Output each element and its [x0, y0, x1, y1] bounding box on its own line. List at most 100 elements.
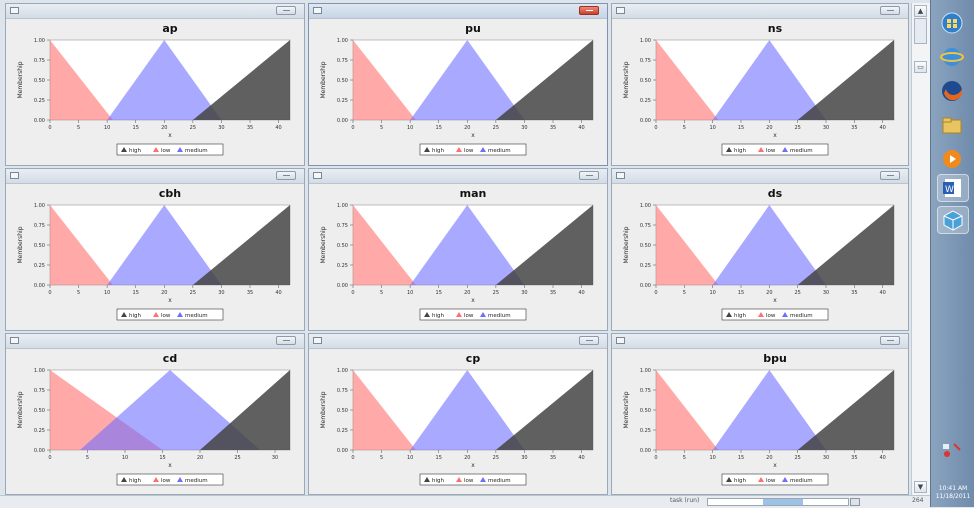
window-minimize-button[interactable] [579, 171, 599, 180]
x-tick-label: 5 [683, 290, 686, 296]
chart-window-cp[interactable]: cp 1.00 0.75 0.50 0.25 0.00 0 5 10 15 20 25 30 35 40 Me… [308, 333, 608, 495]
y-tick-label: 1.00 [34, 368, 45, 374]
window-minimize-button[interactable] [276, 336, 296, 345]
series-area-low [353, 205, 416, 285]
scroll-down-button[interactable]: ▼ [914, 481, 927, 493]
chart-window-man[interactable]: man 1.00 0.75 0.50 0.25 0.00 0 5 10 15 20 25 30 35 40 M… [308, 168, 608, 331]
scroll-mini-button[interactable]: ▭ [914, 61, 927, 73]
window-titlebar[interactable] [6, 4, 304, 19]
x-tick-label: 5 [86, 455, 89, 461]
chart-window-cbh[interactable]: cbh 1.00 0.75 0.50 0.25 0.00 0 5 10 15 20 25 30 35 40 M… [5, 168, 305, 331]
x-tick-label: 15 [436, 455, 442, 461]
progress-fill [763, 499, 803, 505]
x-axis-label: x [168, 462, 172, 469]
vertical-scrollbar[interactable]: ▲ ▭ ▼ [911, 3, 930, 495]
y-tick-label: 0.00 [337, 118, 348, 124]
window-titlebar[interactable] [612, 334, 908, 349]
y-tick-label: 1.00 [34, 38, 45, 44]
x-tick-label: 30 [823, 290, 829, 296]
legend [116, 143, 224, 156]
start-orb-icon[interactable] [937, 10, 967, 36]
x-tick-label: 25 [493, 125, 499, 131]
scroll-up-button[interactable]: ▲ [914, 5, 927, 17]
ie-browser-icon[interactable] [937, 44, 967, 70]
y-tick-label: 1.00 [337, 38, 348, 44]
window-titlebar[interactable] [612, 169, 908, 184]
app-cube-icon[interactable] [937, 206, 969, 234]
x-tick-label: 5 [380, 455, 383, 461]
legend-marker-medium [782, 477, 788, 482]
x-tick-label: 25 [794, 290, 800, 296]
firefox-icon[interactable] [937, 78, 967, 104]
legend [721, 473, 829, 486]
series-area-low [353, 40, 416, 120]
status-bar: task (run) 264 [0, 495, 930, 508]
window-app-icon [10, 7, 19, 14]
window-minimize-button[interactable] [276, 171, 296, 180]
chart-window-bpu[interactable]: bpu 1.00 0.75 0.50 0.25 0.00 0 5 10 15 20 25 30 35 40 M… [611, 333, 909, 495]
series-area-medium [712, 370, 826, 450]
x-tick-label: 40 [879, 290, 885, 296]
legend-label-high: high [129, 148, 142, 154]
window-close-button[interactable] [579, 6, 599, 15]
x-tick-label: 30 [218, 290, 224, 296]
status-stop-button[interactable] [850, 498, 860, 506]
x-tick-label: 0 [654, 455, 657, 461]
word-icon[interactable]: W [937, 174, 969, 202]
legend-marker-medium [480, 147, 486, 152]
scroll-thumb[interactable] [914, 18, 927, 44]
window-app-icon [616, 7, 625, 14]
y-tick-label: 0.50 [337, 78, 348, 84]
window-titlebar[interactable] [309, 334, 607, 349]
y-tick-label: 0.25 [34, 263, 45, 269]
window-minimize-button[interactable] [579, 336, 599, 345]
window-minimize-button[interactable] [880, 336, 900, 345]
series-area-low [50, 40, 113, 120]
x-tick-label: 20 [766, 455, 772, 461]
chart-window-ds[interactable]: ds 1.00 0.75 0.50 0.25 0.00 0 5 10 15 20 25 30 35 40 Me… [611, 168, 909, 331]
x-tick-label: 20 [161, 290, 167, 296]
y-tick-label: 0.75 [337, 388, 348, 394]
x-tick-label: 20 [197, 455, 203, 461]
x-tick-label: 30 [823, 125, 829, 131]
tray-icons[interactable] [937, 440, 967, 460]
series-area-high [200, 370, 290, 450]
chart-title: ns [768, 22, 783, 35]
chart-window-ns[interactable]: ns 1.00 0.75 0.50 0.25 0.00 0 5 10 15 20 25 30 35 40 Me… [611, 3, 909, 166]
x-tick-label: 15 [738, 290, 744, 296]
folder-icon[interactable] [937, 112, 967, 138]
y-tick-label: 0.75 [640, 388, 651, 394]
legend-marker-high [726, 312, 732, 317]
x-tick-label: 40 [879, 125, 885, 131]
window-minimize-button[interactable] [880, 6, 900, 15]
window-minimize-button[interactable] [276, 6, 296, 15]
window-titlebar[interactable] [309, 169, 607, 184]
y-tick-label: 0.75 [34, 388, 45, 394]
status-label: task (run) [670, 497, 700, 504]
x-tick-label: 25 [190, 290, 196, 296]
x-tick-label: 15 [738, 455, 744, 461]
legend-label-medium: medium [790, 478, 813, 484]
media-player-icon[interactable] [937, 146, 967, 172]
window-titlebar[interactable] [6, 334, 304, 349]
x-tick-label: 35 [247, 290, 253, 296]
y-axis-label: Membership [320, 61, 327, 98]
legend-marker-medium [480, 477, 486, 482]
chart-window-ap[interactable]: ap 1.00 0.75 0.50 0.25 0.00 0 5 10 15 20 25 30 35 40 Me… [5, 3, 305, 166]
window-minimize-button[interactable] [880, 171, 900, 180]
chart-window-pu[interactable]: pu 1.00 0.75 0.50 0.25 0.00 0 5 10 15 20 25 30 35 40 Me… [308, 3, 608, 166]
legend-label-low: low [766, 313, 776, 319]
window-titlebar[interactable] [6, 169, 304, 184]
x-tick-label: 15 [738, 125, 744, 131]
series-area-medium [410, 370, 525, 450]
series-area-high [192, 205, 290, 285]
window-titlebar[interactable] [612, 4, 908, 19]
legend-label-low: low [161, 478, 171, 484]
window-titlebar[interactable] [309, 4, 607, 19]
clock[interactable]: 10:41 AM 11/18/2011 [933, 485, 973, 501]
y-tick-label: 0.50 [34, 243, 45, 249]
chart-window-cd[interactable]: cd 1.00 0.75 0.50 0.25 0.00 0 5 10 15 20 25 30 Member… [5, 333, 305, 495]
series-area-low [656, 370, 719, 450]
series-area-high [495, 205, 593, 285]
x-tick-label: 25 [493, 455, 499, 461]
